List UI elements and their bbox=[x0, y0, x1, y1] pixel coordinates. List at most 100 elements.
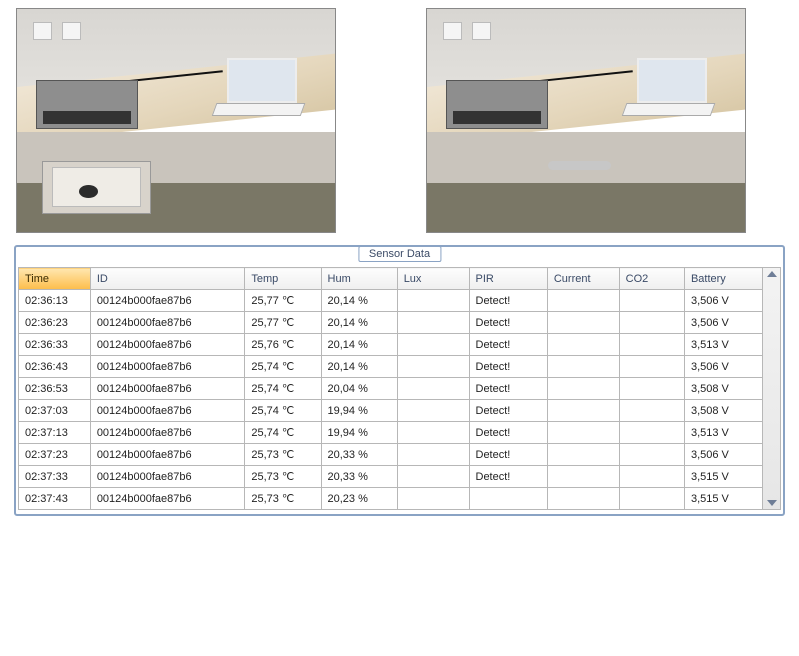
cell-time: 02:36:33 bbox=[19, 334, 91, 356]
cell-current bbox=[547, 378, 619, 400]
table-header-row: TimeIDTempHumLuxPIRCurrentCO2Battery bbox=[19, 268, 763, 290]
cell-battery: 3,508 V bbox=[684, 400, 762, 422]
cell-hum: 20,14 % bbox=[321, 312, 397, 334]
cell-temp: 25,74 ℃ bbox=[245, 400, 321, 422]
cell-battery: 3,515 V bbox=[684, 466, 762, 488]
cell-hum: 20,14 % bbox=[321, 356, 397, 378]
cell-lux bbox=[397, 466, 469, 488]
cell-lux bbox=[397, 290, 469, 312]
instrument-icon bbox=[446, 80, 548, 129]
cell-time: 02:37:13 bbox=[19, 422, 91, 444]
cell-co2 bbox=[619, 290, 684, 312]
cell-lux bbox=[397, 334, 469, 356]
table-row[interactable]: 02:37:3300124b000fae87b625,73 ℃20,33 %De… bbox=[19, 466, 763, 488]
cell-time: 02:37:23 bbox=[19, 444, 91, 466]
cell-id: 00124b000fae87b6 bbox=[90, 400, 245, 422]
vertical-scrollbar[interactable] bbox=[763, 267, 781, 510]
cell-hum: 20,14 % bbox=[321, 290, 397, 312]
column-header-time[interactable]: Time bbox=[19, 268, 91, 290]
table-row[interactable]: 02:36:1300124b000fae87b625,77 ℃20,14 % De… bbox=[19, 290, 763, 312]
scroll-down-icon[interactable] bbox=[767, 500, 777, 506]
cell-co2 bbox=[619, 444, 684, 466]
cell-battery: 3,506 V bbox=[684, 356, 762, 378]
column-header-id[interactable]: ID bbox=[90, 268, 245, 290]
table-row[interactable]: 02:36:4300124b000fae87b625,74 ℃20,14 %De… bbox=[19, 356, 763, 378]
column-header-current[interactable]: Current bbox=[547, 268, 619, 290]
cell-lux bbox=[397, 312, 469, 334]
cell-current bbox=[547, 312, 619, 334]
cell-time: 02:37:43 bbox=[19, 488, 91, 510]
cell-hum: 20,33 % bbox=[321, 444, 397, 466]
cell-hum: 20,23 % bbox=[321, 488, 397, 510]
laptop-icon bbox=[637, 58, 707, 103]
column-header-co2[interactable]: CO2 bbox=[619, 268, 684, 290]
sensor-puck-icon bbox=[79, 185, 98, 198]
cell-co2 bbox=[619, 356, 684, 378]
cell-time: 02:36:13 bbox=[19, 290, 91, 312]
cell-current bbox=[547, 400, 619, 422]
cell-hum: 19,94 % bbox=[321, 400, 397, 422]
scroll-up-icon[interactable] bbox=[767, 271, 777, 277]
cell-pir: Detect! bbox=[469, 466, 547, 488]
cell-pir: Detect! bbox=[469, 312, 547, 334]
cell-id: 00124b000fae87b6 bbox=[90, 444, 245, 466]
cell-co2 bbox=[619, 466, 684, 488]
table-row[interactable]: 02:36:5300124b000fae87b625,74 ℃20,04 %De… bbox=[19, 378, 763, 400]
cell-current bbox=[547, 290, 619, 312]
cell-battery: 3,515 V bbox=[684, 488, 762, 510]
cell-temp: 25,74 ℃ bbox=[245, 356, 321, 378]
cell-time: 02:37:03 bbox=[19, 400, 91, 422]
cell-hum: 19,94 % bbox=[321, 422, 397, 444]
table-row[interactable]: 02:37:1300124b000fae87b625,74 ℃19,94 %De… bbox=[19, 422, 763, 444]
photo-row bbox=[8, 8, 791, 233]
laptop-icon bbox=[227, 58, 297, 103]
cell-id: 00124b000fae87b6 bbox=[90, 466, 245, 488]
table-row[interactable]: 02:37:0300124b000fae87b625,74 ℃19,94 % De… bbox=[19, 400, 763, 422]
cell-lux bbox=[397, 422, 469, 444]
table-row[interactable]: 02:36:3300124b000fae87b625,76 ℃20,14 %De… bbox=[19, 334, 763, 356]
panel-title: Sensor Data bbox=[358, 246, 441, 262]
cell-id: 00124b000fae87b6 bbox=[90, 378, 245, 400]
cell-time: 02:37:33 bbox=[19, 466, 91, 488]
cell-battery: 3,513 V bbox=[684, 422, 762, 444]
instrument-icon bbox=[36, 80, 138, 129]
cell-temp: 25,73 ℃ bbox=[245, 444, 321, 466]
cell-id: 00124b000fae87b6 bbox=[90, 422, 245, 444]
table-row[interactable]: 02:37:2300124b000fae87b625,73 ℃20,33 % De… bbox=[19, 444, 763, 466]
table-row[interactable]: 02:37:4300124b000fae87b625,73 ℃20,23 %3,… bbox=[19, 488, 763, 510]
cell-pir: Detect! bbox=[469, 290, 547, 312]
column-header-hum[interactable]: Hum bbox=[321, 268, 397, 290]
cell-id: 00124b000fae87b6 bbox=[90, 290, 245, 312]
cell-time: 02:36:43 bbox=[19, 356, 91, 378]
cell-current bbox=[547, 422, 619, 444]
cell-current bbox=[547, 444, 619, 466]
column-header-pir[interactable]: PIR bbox=[469, 268, 547, 290]
cell-pir: Detect! bbox=[469, 356, 547, 378]
cell-pir: Detect! bbox=[469, 378, 547, 400]
cell-temp: 25,73 ℃ bbox=[245, 466, 321, 488]
column-header-temp[interactable]: Temp bbox=[245, 268, 321, 290]
cell-pir: Detect! bbox=[469, 400, 547, 422]
table-row[interactable]: 02:36:2300124b000fae87b625,77 ℃20,14 %De… bbox=[19, 312, 763, 334]
cell-current bbox=[547, 356, 619, 378]
cell-current bbox=[547, 334, 619, 356]
cell-current bbox=[547, 466, 619, 488]
cell-temp: 25,77 ℃ bbox=[245, 290, 321, 312]
cell-lux bbox=[397, 378, 469, 400]
cell-pir: Detect! bbox=[469, 444, 547, 466]
lab-photo-drawer-open bbox=[16, 8, 336, 233]
cell-lux bbox=[397, 488, 469, 510]
column-header-lux[interactable]: Lux bbox=[397, 268, 469, 290]
column-header-battery[interactable]: Battery bbox=[684, 268, 762, 290]
cell-hum: 20,04 % bbox=[321, 378, 397, 400]
open-drawer-icon bbox=[42, 161, 150, 215]
cell-temp: 25,73 ℃ bbox=[245, 488, 321, 510]
cell-co2 bbox=[619, 400, 684, 422]
cell-lux bbox=[397, 400, 469, 422]
cell-lux bbox=[397, 356, 469, 378]
cell-temp: 25,74 ℃ bbox=[245, 378, 321, 400]
cell-co2 bbox=[619, 312, 684, 334]
cell-id: 00124b000fae87b6 bbox=[90, 312, 245, 334]
cell-co2 bbox=[619, 378, 684, 400]
sensor-data-table: TimeIDTempHumLuxPIRCurrentCO2Battery 02:… bbox=[18, 267, 763, 510]
